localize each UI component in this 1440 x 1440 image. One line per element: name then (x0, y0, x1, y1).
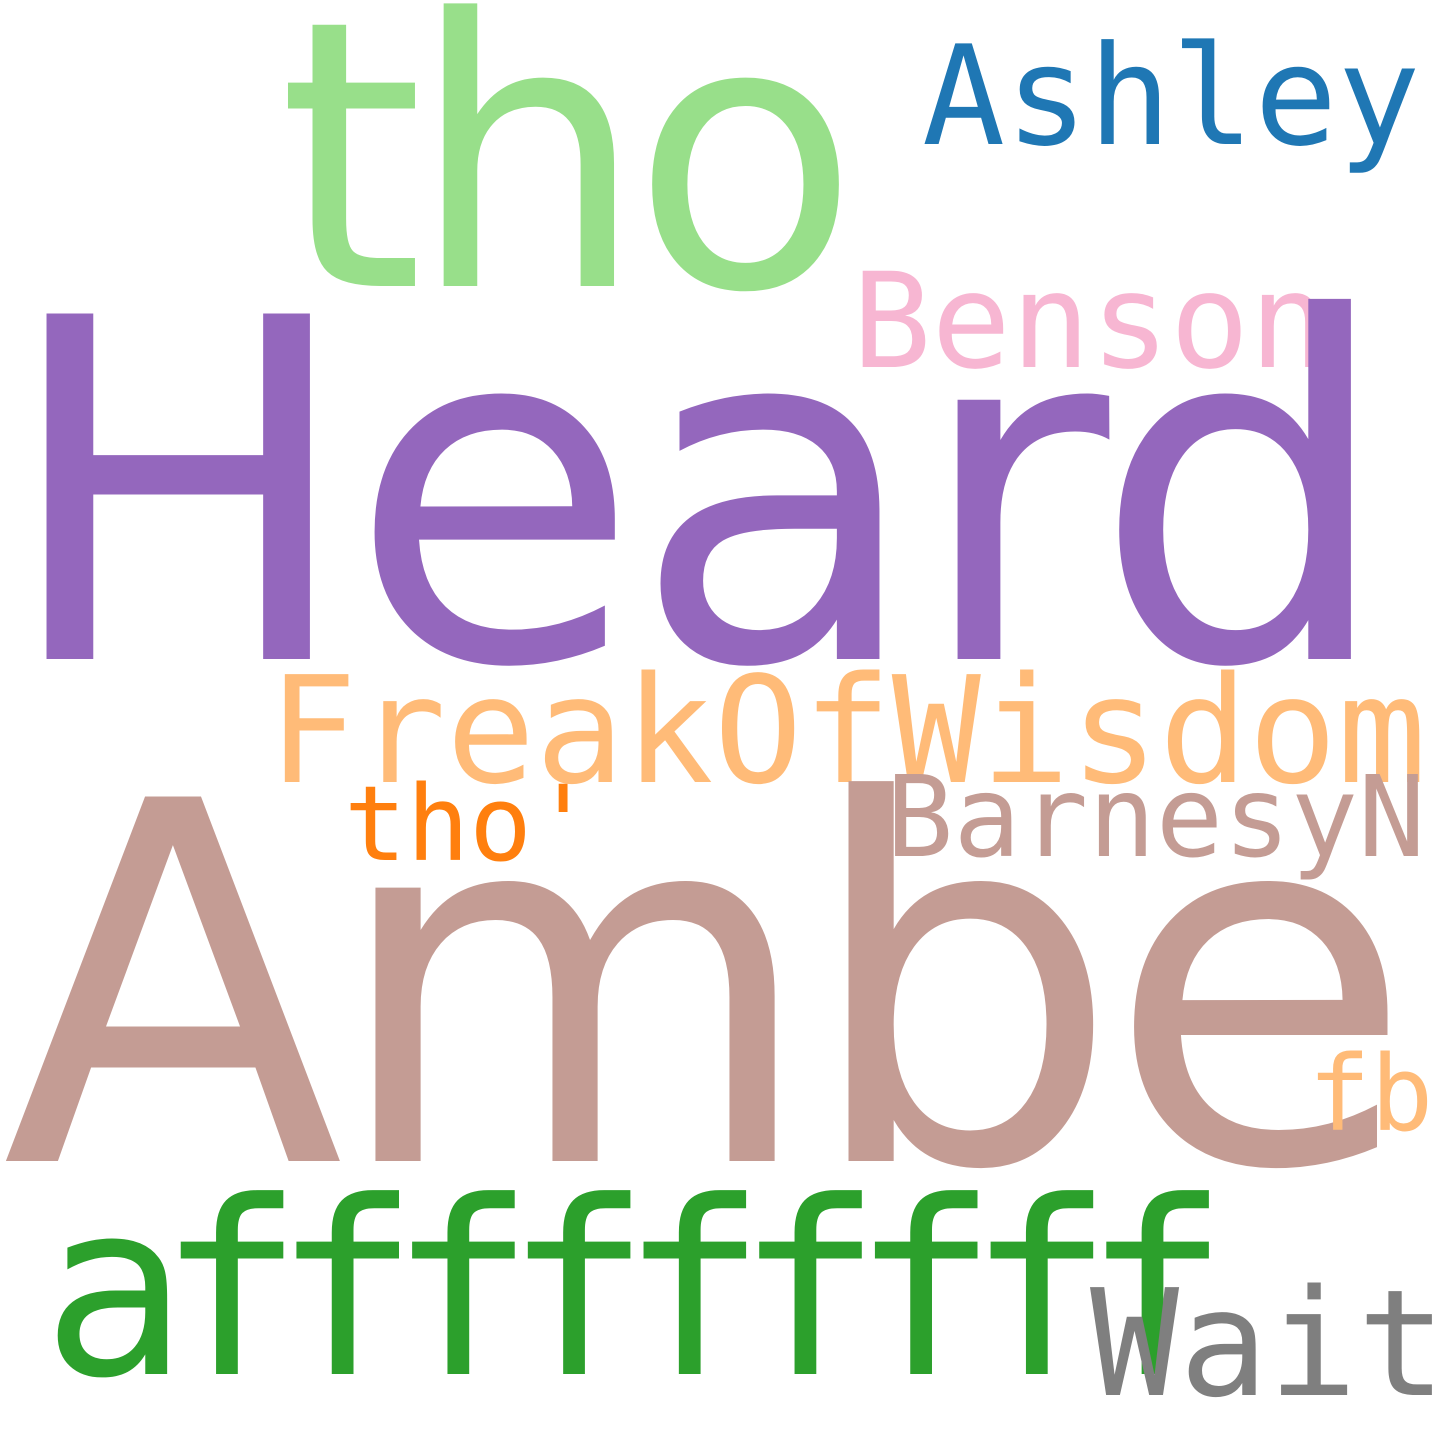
word-afffffffff: afffffffff (42, 1150, 1229, 1432)
word-barnesyn: BarnesyN (886, 753, 1426, 883)
word-heard: Heard (0, 219, 1394, 771)
word-tho-large: tho (278, 0, 859, 374)
word-benson: Benson (852, 245, 1329, 399)
word-freakofwisdom: FreakOfWisdom (268, 645, 1427, 817)
word-ashley: Ashley (922, 16, 1421, 177)
word-wait: Wait (1090, 1258, 1440, 1430)
word-amber: Amber (2, 697, 1440, 1279)
word-tho-apostrophe: tho' (344, 763, 595, 885)
word-fb: fb (1308, 1033, 1434, 1155)
